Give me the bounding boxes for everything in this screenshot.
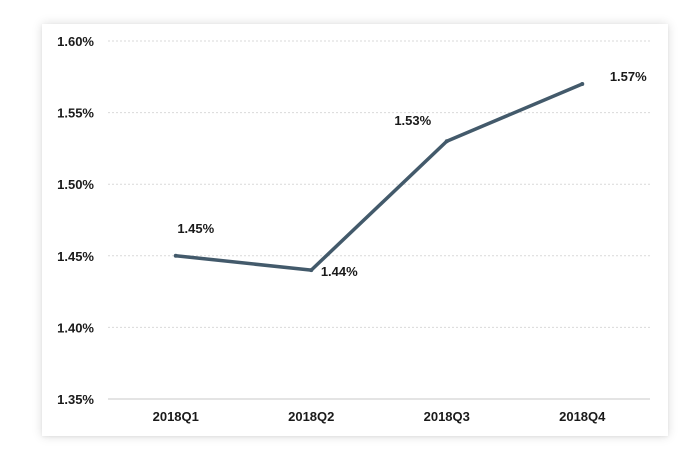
y-tick-label: 1.60% (57, 34, 94, 49)
x-tick-label: 2018Q4 (559, 409, 606, 424)
data-label: 1.45% (177, 221, 214, 236)
y-tick-label: 1.35% (57, 392, 94, 407)
data-label: 1.53% (394, 113, 431, 128)
y-tick-label: 1.45% (57, 249, 94, 264)
series-line (174, 82, 584, 272)
x-tick-label: 2018Q1 (153, 409, 199, 424)
data-point (309, 268, 314, 273)
y-tick-label: 1.40% (57, 320, 94, 335)
data-point (444, 139, 449, 144)
x-tick-label: 2018Q3 (424, 409, 470, 424)
x-tick-label: 2018Q2 (288, 409, 334, 424)
data-label: 1.44% (321, 264, 358, 279)
y-tick-label: 1.50% (57, 177, 94, 192)
y-axis: 1.35% 1.40% 1.45% 1.50% 1.55% 1.60% (57, 34, 94, 407)
data-point (173, 253, 178, 258)
data-labels: 1.45% 1.44% 1.53% 1.57% (177, 69, 647, 279)
gridlines (108, 40, 650, 328)
x-axis: 2018Q1 2018Q2 2018Q3 2018Q4 (108, 398, 650, 424)
data-point (580, 81, 585, 86)
data-label: 1.57% (610, 69, 647, 84)
series-group (173, 81, 585, 273)
y-tick-label: 1.55% (57, 106, 94, 121)
